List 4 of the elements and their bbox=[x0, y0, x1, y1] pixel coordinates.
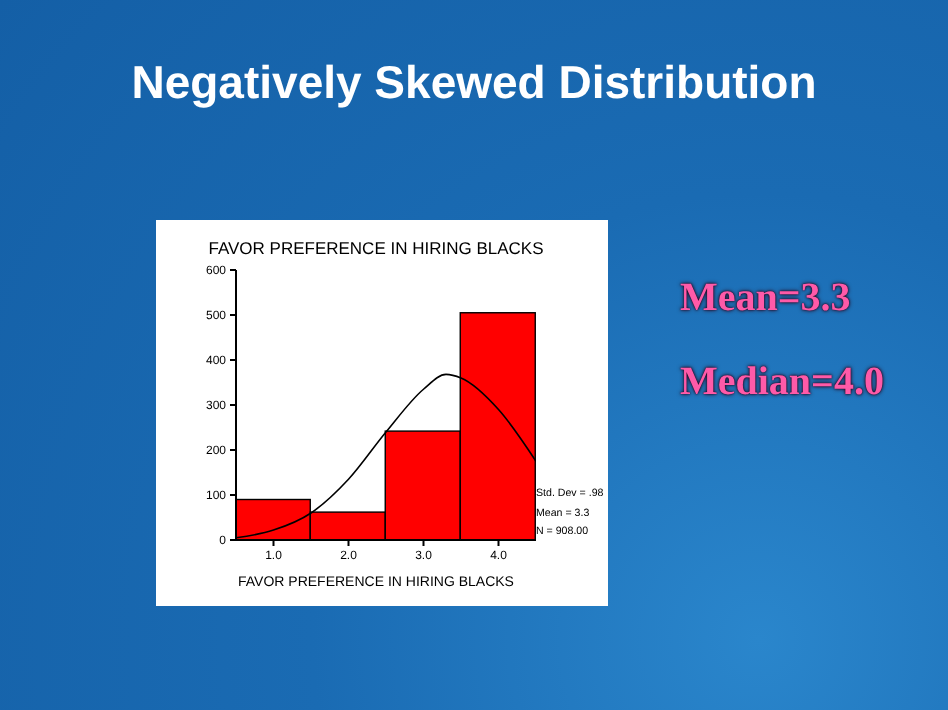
chart-title: Negatively Skewed Distribution bbox=[129, 56, 819, 110]
text: Median=4.0 bbox=[680, 360, 884, 406]
chart-subtitle: FAVOR PREFERENCE IN HIRING BLACKS bbox=[206, 238, 546, 258]
text: Mean=3.3 bbox=[680, 276, 851, 322]
